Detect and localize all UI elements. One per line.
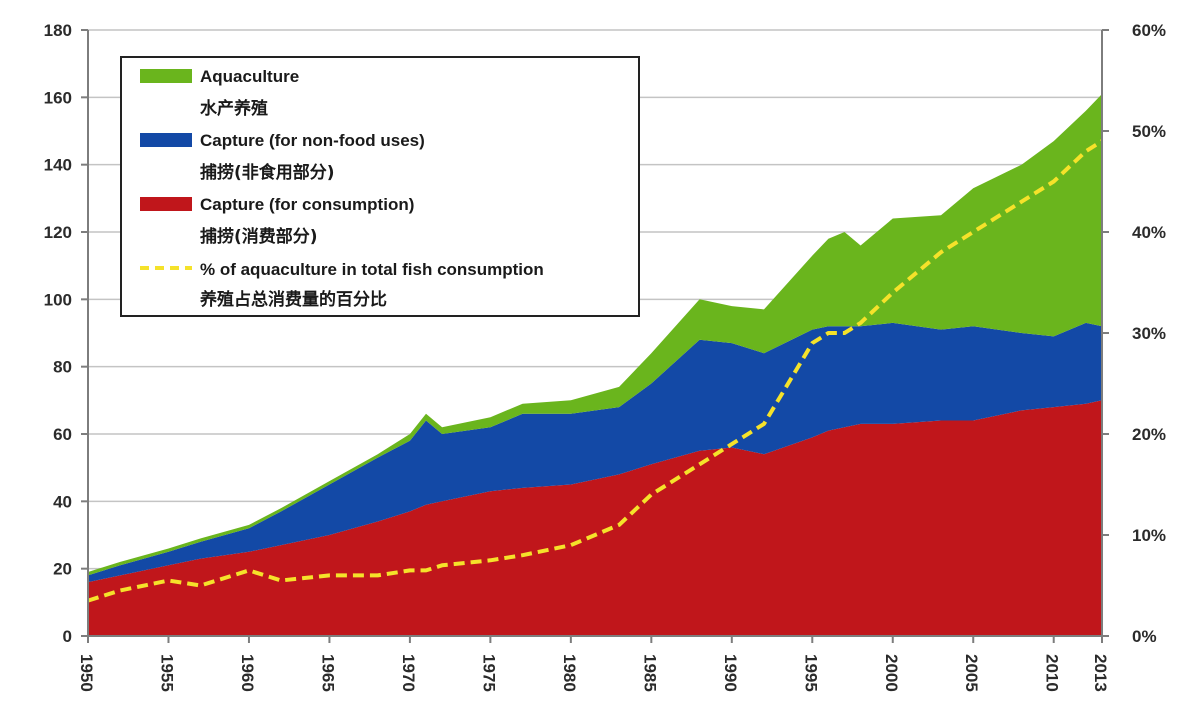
y-right-tick-label: 0% (1132, 627, 1157, 646)
y-left-tick-label: 40 (53, 492, 72, 511)
y-left-tick-label: 120 (44, 223, 72, 242)
y-right-tick-label: 40% (1132, 223, 1166, 242)
area-capture-nonfood (88, 322, 1102, 583)
y-left-tick-label: 140 (44, 156, 72, 175)
percentage-line (87, 139, 1104, 603)
x-tick-label: 1960 (238, 654, 257, 692)
y-right-tick-label: 30% (1132, 324, 1166, 343)
y-left-tick-label: 60 (53, 425, 72, 444)
x-tick-label: 2000 (882, 654, 901, 692)
legend-label-percentage: % of aquaculture in total fish consumpti… (200, 260, 544, 279)
y-left-tick-label: 20 (53, 560, 72, 579)
y-left-tick-label: 80 (53, 358, 72, 377)
y-left-tick-label: 0 (63, 627, 72, 646)
y-right-tick-label: 10% (1132, 526, 1166, 545)
legend-swatch-capture-nonfood (140, 133, 192, 147)
y-right-tick-label: 20% (1132, 425, 1166, 444)
legend: Aquaculture 水产养殖 Capture (for non-food u… (120, 56, 640, 317)
legend-swatch-aquaculture (140, 69, 192, 83)
y-right-tick-label: 50% (1132, 122, 1166, 141)
x-tick-label: 1950 (77, 654, 96, 692)
legend-box (120, 56, 640, 317)
axes: 0 20 40 60 80 100 120 140 160 180 0% 10% 20% 30% 40% 50… (44, 21, 1166, 692)
y-left-tick-label: 100 (44, 290, 72, 309)
x-tick-label: 1995 (801, 654, 820, 692)
x-tick-label: 2010 (1043, 654, 1062, 692)
legend-swatch-capture-consumption (140, 197, 192, 211)
x-tick-label: 2013 (1091, 654, 1110, 692)
legend-label-capture-consumption: Capture (for consumption) (200, 195, 414, 214)
legend-label-capture-nonfood: Capture (for non-food uses) (200, 131, 425, 150)
x-tick-label: 2005 (962, 654, 981, 692)
x-tick-label: 1955 (157, 654, 176, 692)
x-tick-label: 1975 (479, 654, 498, 692)
legend-label-percentage-cn: 养殖占总消费量的百分比 (199, 289, 387, 310)
x-tick-label: 1965 (318, 654, 337, 692)
legend-label-aquaculture: Aquaculture (200, 67, 299, 86)
x-tick-label: 1990 (721, 654, 740, 692)
legend-label-aquaculture-cn: 水产养殖 (200, 98, 268, 119)
percentage-line-layer (87, 139, 1104, 603)
x-tick-label: 1985 (640, 654, 659, 692)
y-left-tick-label: 180 (44, 21, 72, 40)
legend-label-capture-consumption-cn: 捕捞(消费部分) (200, 226, 318, 247)
y-right-tick-label: 60% (1132, 21, 1166, 40)
x-tick-label: 1980 (560, 654, 579, 692)
x-tick-label: 1970 (399, 654, 418, 692)
legend-label-capture-nonfood-cn: 捕捞(非食用部分) (200, 162, 335, 183)
y-left-tick-label: 160 (44, 88, 72, 107)
